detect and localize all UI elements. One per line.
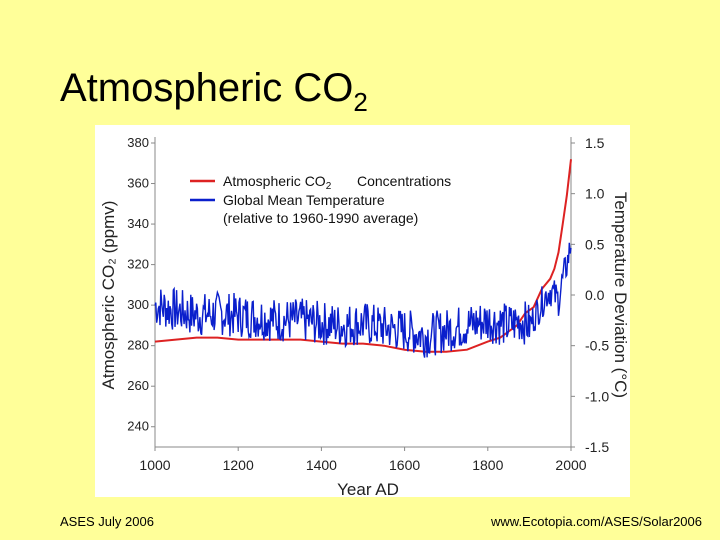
y-left-tick-label: 380 — [127, 135, 149, 150]
y-left-axis-title: Atmospheric CO₂ (ppmv) — [99, 201, 118, 390]
chart-labels: 240 260 280 300 320 340 360 380 -1.5 -1.0 -0.5 0.0 0… — [99, 135, 630, 497]
legend-co2-label-concentrations: Concentrations — [357, 173, 451, 189]
y-left-tick-label: 300 — [127, 297, 149, 312]
x-tick-label: 1800 — [472, 457, 503, 473]
y-left-tick-label: 260 — [127, 378, 149, 393]
x-tick-label: 2000 — [555, 457, 586, 473]
y-right-tick-label: 1.0 — [585, 186, 605, 202]
legend-co2-label-text: Atmospheric CO — [223, 173, 326, 189]
chart-series — [154, 159, 572, 358]
chart-legend: Atmospheric CO2 Concentrations Global Mean… — [190, 173, 451, 226]
y-right-tick-label: -1.5 — [585, 439, 609, 455]
y-left-tick-label: 280 — [127, 338, 149, 353]
x-tick-label: 1200 — [223, 457, 254, 473]
x-tick-label: 1600 — [389, 457, 420, 473]
temperature-series-line — [154, 242, 572, 358]
y-left-tick-label: 320 — [127, 257, 149, 272]
y-right-tick-label: 1.5 — [585, 135, 605, 151]
x-tick-label: 1000 — [139, 457, 170, 473]
legend-co2-subscript: 2 — [326, 181, 332, 192]
y-left-tick-label: 240 — [127, 419, 149, 434]
footer-url: www.Ecotopia.com/ASES/Solar2006 — [491, 514, 702, 529]
legend-co2-label: Atmospheric CO2 — [223, 173, 332, 192]
y-right-tick-label: 0.0 — [585, 287, 605, 303]
x-axis-title: Year AD — [337, 480, 399, 497]
y-right-tick-label: -1.0 — [585, 388, 609, 404]
slide-title: Atmospheric CO2 — [60, 66, 368, 117]
x-tick-label: 1400 — [306, 457, 337, 473]
y-left-tick-label: 360 — [127, 176, 149, 191]
co2-series-line — [154, 159, 572, 353]
co2-temperature-chart: Atmospheric CO2 Concentrations Global Mean… — [95, 125, 630, 497]
title-subscript: 2 — [353, 87, 368, 117]
y-right-tick-label: -0.5 — [585, 338, 609, 354]
footer-date: ASES July 2006 — [60, 514, 154, 529]
chart-axes — [151, 137, 575, 451]
legend-temp-sublabel: (relative to 1960-1990 average) — [223, 210, 418, 226]
chart-svg: Atmospheric CO2 Concentrations Global Mean… — [99, 135, 630, 497]
y-left-tick-label: 340 — [127, 216, 149, 231]
y-right-tick-label: 0.5 — [585, 236, 605, 252]
y-right-axis-title: Temperature Deviation (°C) — [611, 192, 630, 398]
legend-temp-label: Global Mean Temperature — [223, 192, 385, 208]
